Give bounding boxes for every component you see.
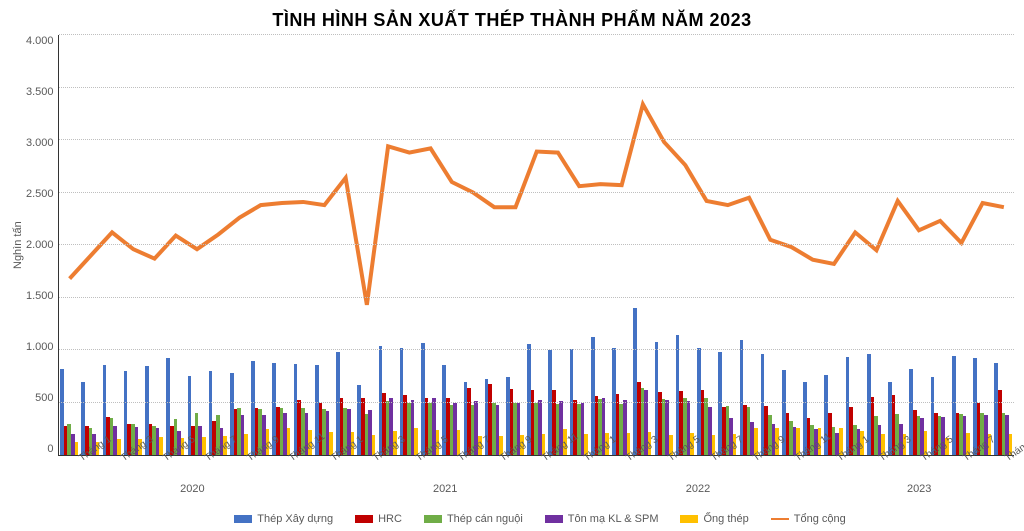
grid-line: [59, 244, 1014, 245]
x-year-label: 2022: [686, 483, 710, 495]
line-layer: [59, 35, 1014, 455]
legend-swatch: [424, 515, 442, 523]
chart-title: TÌNH HÌNH SẢN XUẤT THÉP THÀNH PHẨM NĂM 2…: [10, 10, 1014, 31]
y-tick-label: 2.500: [26, 188, 54, 200]
y-axis-title: Nghìn tấn: [10, 35, 24, 455]
grid-line: [59, 139, 1014, 140]
plot-area: Nghìn tấn 4.000 3.500 3.000 2.500 2.000 1.500…: [10, 35, 1014, 455]
legend-label: Thép Xây dựng: [257, 513, 333, 525]
x-axis: Tháng 1Tháng 3Tháng 5Tháng 7Tháng 9Tháng…: [66, 455, 1014, 511]
legend-item: Tổng cộng: [771, 513, 846, 525]
legend-label: HRC: [378, 513, 402, 525]
grid-line: [59, 192, 1014, 193]
legend-item: Thép cán nguội: [424, 513, 523, 525]
legend-swatch: [680, 515, 698, 523]
legend-label: Tổng cộng: [794, 513, 846, 525]
legend-item: Tôn mạ KL & SPM: [545, 513, 659, 525]
grid-line: [59, 34, 1014, 35]
x-year-label: 2021: [433, 483, 457, 495]
legend-label: Tôn mạ KL & SPM: [568, 513, 659, 525]
legend-item: HRC: [355, 513, 402, 525]
legend-label: Ống thép: [703, 513, 748, 525]
grid-line: [59, 402, 1014, 403]
legend-label: Thép cán nguội: [447, 513, 523, 525]
grid-line: [59, 297, 1014, 298]
legend-swatch: [771, 518, 789, 520]
legend-swatch: [545, 515, 563, 523]
y-tick-label: 1.000: [26, 341, 54, 353]
y-tick-label: 3.000: [26, 137, 54, 149]
line-series: [69, 104, 1003, 305]
legend-item: Thép Xây dựng: [234, 513, 333, 525]
legend-item: Ống thép: [680, 513, 748, 525]
grid-line: [59, 349, 1014, 350]
line-svg: [59, 35, 1014, 455]
legend-swatch: [355, 515, 373, 523]
y-tick-label: 500: [35, 392, 53, 404]
y-tick-label: 3.500: [26, 86, 54, 98]
legend-swatch: [234, 515, 252, 523]
y-tick-label: 0: [47, 443, 53, 455]
y-tick-label: 4.000: [26, 35, 54, 47]
x-year-label: 2020: [180, 483, 204, 495]
y-tick-label: 2.000: [26, 239, 54, 251]
y-axis-ticks: 4.000 3.500 3.000 2.500 2.000 1.500 1.000 500 0: [24, 35, 58, 455]
chart-container: TÌNH HÌNH SẢN XUẤT THÉP THÀNH PHẨM NĂM 2…: [0, 0, 1024, 531]
legend: Thép Xây dựng HRC Thép cán nguội Tôn mạ KL …: [66, 511, 1014, 525]
x-year-label: 2023: [907, 483, 931, 495]
y-tick-label: 1.500: [26, 290, 54, 302]
plot: [58, 35, 1014, 456]
grid-line: [59, 87, 1014, 88]
